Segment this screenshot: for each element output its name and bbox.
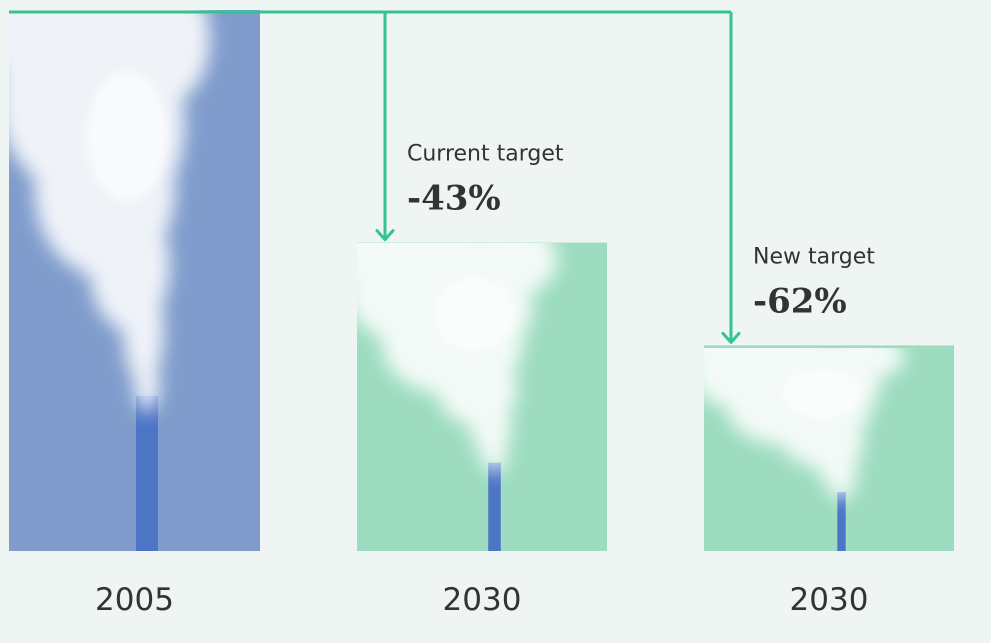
category-label-0: 2005 [95,582,174,618]
smokestack-illustration [704,348,904,551]
annotation-caption-1: New target [753,244,875,269]
smokestack-illustration [9,10,210,551]
bar-group-0 [9,10,260,551]
chimney [488,462,501,551]
chimney [136,396,159,551]
category-label-1: 2030 [443,582,522,618]
annotation-value-0: -43% [407,179,501,219]
bar-group-2 [704,345,954,551]
arrow-head-icon [721,331,741,344]
chimney [837,492,846,551]
annotation-caption-0: Current target [407,142,564,167]
bar-group-1 [357,242,607,551]
annotation-value-1: -62% [753,281,847,321]
smokestack-illustration [357,243,557,551]
category-label-2: 2030 [790,582,869,618]
arrow-head-icon [375,229,395,242]
